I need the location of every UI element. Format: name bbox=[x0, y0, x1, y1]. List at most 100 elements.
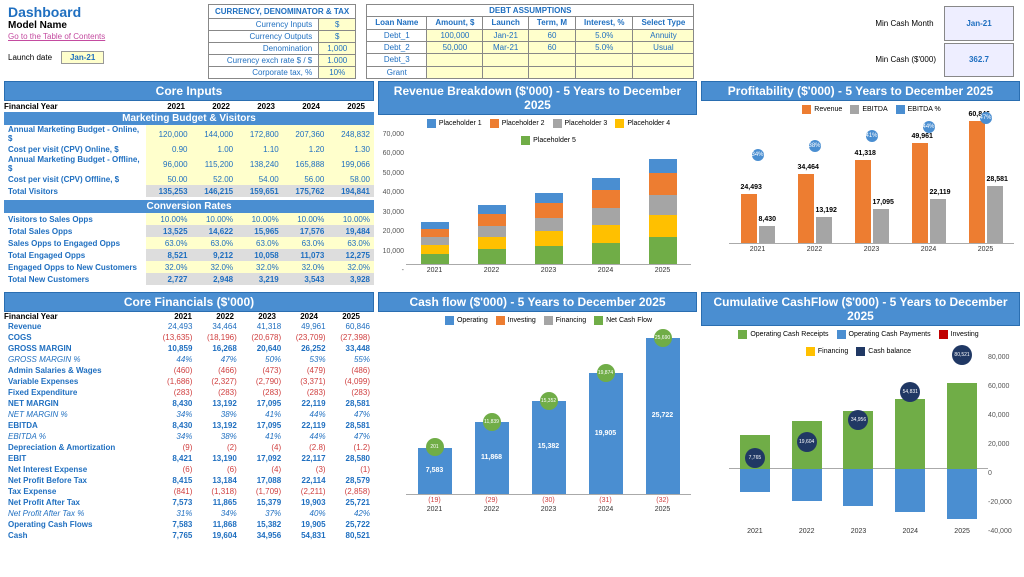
data-cell[interactable]: 52.00 bbox=[192, 173, 238, 185]
cfg-cell[interactable]: 1,000 bbox=[319, 43, 356, 55]
data-cell: 53% bbox=[285, 354, 329, 365]
debt-cell[interactable]: 50,000 bbox=[427, 41, 483, 53]
debt-cell[interactable]: 5.0% bbox=[576, 29, 633, 41]
data-cell[interactable]: 207,360 bbox=[283, 125, 329, 143]
data-cell[interactable]: 248,832 bbox=[328, 125, 374, 143]
data-cell[interactable]: 63.0% bbox=[192, 237, 238, 249]
data-cell[interactable]: 63.0% bbox=[283, 237, 329, 249]
data-cell[interactable]: 10.00% bbox=[283, 213, 329, 225]
debt-cell[interactable] bbox=[528, 66, 575, 78]
marketing-budget-title: Marketing Budget & Visitors bbox=[4, 112, 374, 125]
row-label: Annual Marketing Budget - Online, $ bbox=[4, 125, 146, 143]
panels-row-1: Core Inputs Financial Year20212022202320… bbox=[0, 79, 1024, 290]
data-cell: (473) bbox=[241, 365, 285, 376]
data-cell[interactable]: 1.10 bbox=[237, 143, 283, 155]
debt-cell[interactable]: Jan-21 bbox=[483, 29, 528, 41]
data-cell: 22,119 bbox=[285, 420, 329, 431]
data-cell[interactable]: 1.00 bbox=[192, 143, 238, 155]
debt-cell[interactable] bbox=[528, 54, 575, 66]
cfg-cell[interactable]: 10% bbox=[319, 67, 356, 79]
debt-cell[interactable] bbox=[483, 54, 528, 66]
data-cell: (486) bbox=[330, 365, 374, 376]
data-cell[interactable]: 32.0% bbox=[237, 261, 283, 273]
data-cell[interactable]: 63.0% bbox=[328, 237, 374, 249]
conversion-rates-title: Conversion Rates bbox=[4, 200, 374, 213]
row-label: Depreciation & Amortization bbox=[4, 442, 152, 453]
data-cell: 19,604 bbox=[196, 530, 240, 541]
debt-cell[interactable] bbox=[633, 66, 694, 78]
data-cell: (283) bbox=[152, 387, 196, 398]
data-cell[interactable]: 63.0% bbox=[146, 237, 192, 249]
data-cell: (460) bbox=[152, 365, 196, 376]
data-cell[interactable]: 96,000 bbox=[146, 155, 192, 173]
data-cell: 54,831 bbox=[285, 530, 329, 541]
data-cell[interactable]: 1.20 bbox=[283, 143, 329, 155]
debt-cell[interactable] bbox=[576, 66, 633, 78]
data-cell: 47% bbox=[196, 354, 240, 365]
data-cell: (2,327) bbox=[196, 376, 240, 387]
data-cell[interactable]: 10.00% bbox=[146, 213, 192, 225]
debt-cell[interactable] bbox=[427, 66, 483, 78]
debt-cell[interactable]: 100,000 bbox=[427, 29, 483, 41]
data-cell[interactable]: 32.0% bbox=[146, 261, 192, 273]
data-cell[interactable]: 56.00 bbox=[283, 173, 329, 185]
data-cell[interactable]: 10.00% bbox=[192, 213, 238, 225]
data-cell[interactable]: 199,066 bbox=[328, 155, 374, 173]
data-cell[interactable]: 32.0% bbox=[328, 261, 374, 273]
data-cell[interactable]: 1.30 bbox=[328, 143, 374, 155]
data-cell: (283) bbox=[330, 387, 374, 398]
data-cell[interactable]: 32.0% bbox=[283, 261, 329, 273]
data-cell[interactable]: 120,000 bbox=[146, 125, 192, 143]
toc-link[interactable]: Go to the Table of Contents bbox=[8, 32, 105, 41]
debt-cell[interactable] bbox=[427, 54, 483, 66]
data-cell: 34,464 bbox=[196, 321, 240, 332]
debt-col: Loan Name bbox=[367, 17, 427, 29]
cash-bar-group: 19,905 19,874 bbox=[589, 373, 623, 494]
data-cell[interactable]: 165,888 bbox=[283, 155, 329, 173]
cfg-cell[interactable]: $ bbox=[319, 31, 356, 43]
stacked-bar bbox=[649, 159, 677, 264]
data-cell: (9) bbox=[152, 442, 196, 453]
debt-table: DEBT ASSUMPTIONS Loan NameAmount, $Launc… bbox=[366, 4, 694, 79]
table-row: EBIT8,42113,19017,09222,11728,580 bbox=[4, 453, 374, 464]
core-financials-table: Revenue24,49334,46441,31849,96160,846COG… bbox=[4, 321, 374, 541]
data-cell[interactable]: 58.00 bbox=[328, 173, 374, 185]
fy-header: Financial Year20212022202320242025 bbox=[4, 101, 374, 112]
debt-cell[interactable] bbox=[633, 54, 694, 66]
data-cell: 19,903 bbox=[285, 497, 329, 508]
table-row: Visitors to Sales Opps10.00%10.00%10.00%… bbox=[4, 213, 374, 225]
debt-cell[interactable]: Mar-21 bbox=[483, 41, 528, 53]
data-cell[interactable]: 32.0% bbox=[192, 261, 238, 273]
row-label: GROSS MARGIN bbox=[4, 343, 152, 354]
cfg-cell[interactable]: $ bbox=[319, 19, 356, 31]
data-cell[interactable]: 10.00% bbox=[328, 213, 374, 225]
data-cell[interactable]: 63.0% bbox=[237, 237, 283, 249]
stacked-bar bbox=[592, 178, 620, 264]
data-cell[interactable]: 115,200 bbox=[192, 155, 238, 173]
launch-date-cell[interactable]: Jan-21 bbox=[61, 51, 104, 64]
data-cell: 159,651 bbox=[237, 185, 283, 197]
table-row: Net Profit After Tax7,57311,86515,37919,… bbox=[4, 497, 374, 508]
profit-xlabels: 20212022202320242025 bbox=[729, 246, 1014, 253]
data-cell[interactable]: 144,000 bbox=[192, 125, 238, 143]
debt-cell[interactable]: Usual bbox=[633, 41, 694, 53]
data-cell[interactable]: 50.00 bbox=[146, 173, 192, 185]
data-cell: 17,092 bbox=[241, 453, 285, 464]
cumcash-legend: Operating Cash ReceiptsOperating Cash Pa… bbox=[729, 330, 988, 356]
debt-cell[interactable] bbox=[483, 66, 528, 78]
data-cell[interactable]: 172,800 bbox=[237, 125, 283, 143]
debt-cell: Debt_1 bbox=[367, 29, 427, 41]
data-cell[interactable]: 0.90 bbox=[146, 143, 192, 155]
debt-cell[interactable] bbox=[576, 54, 633, 66]
table-row: EBITDA %34%38%41%44%47% bbox=[4, 431, 374, 442]
data-cell[interactable]: 10.00% bbox=[237, 213, 283, 225]
debt-cell[interactable]: Annuity bbox=[633, 29, 694, 41]
debt-cell[interactable]: 60 bbox=[528, 29, 575, 41]
data-cell[interactable]: 138,240 bbox=[237, 155, 283, 173]
cashflow-plot: 7,583 201 11,868 11,839 15,382 15,352 19… bbox=[406, 325, 691, 495]
debt-cell[interactable]: 60 bbox=[528, 41, 575, 53]
debt-cell[interactable]: 5.0% bbox=[576, 41, 633, 53]
cashflow-midlabels: (19)(29)(30)(31)(32) bbox=[406, 497, 691, 504]
cfg-cell[interactable]: 1.000 bbox=[319, 55, 356, 67]
data-cell[interactable]: 54.00 bbox=[237, 173, 283, 185]
